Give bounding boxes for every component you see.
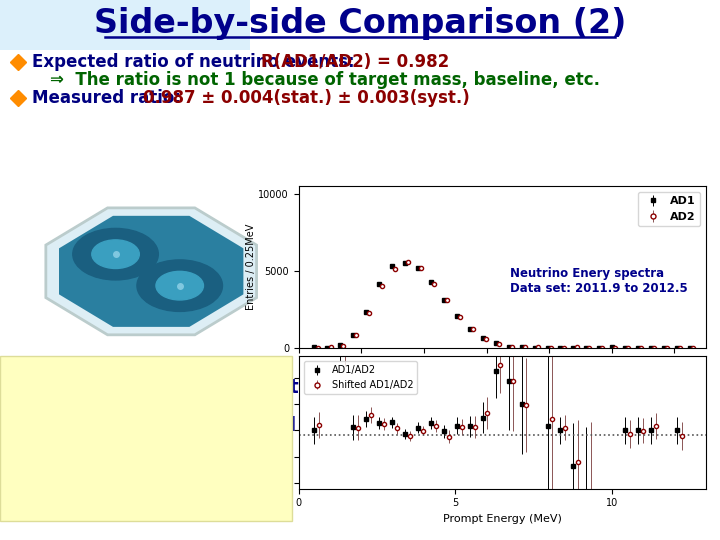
- Polygon shape: [59, 216, 243, 327]
- X-axis label: Prompt Energy (MeV): Prompt Energy (MeV): [443, 514, 562, 524]
- Circle shape: [156, 271, 204, 300]
- Circle shape: [137, 260, 222, 312]
- Text: the: the: [176, 455, 217, 474]
- Circle shape: [73, 228, 158, 280]
- Polygon shape: [46, 208, 256, 335]
- Y-axis label: AD1/AD2: AD1/AD2: [261, 401, 271, 444]
- FancyBboxPatch shape: [0, 0, 250, 50]
- Text: Expected ratio of neutrino events:: Expected ratio of neutrino events:: [32, 53, 361, 71]
- Text: 0.987 ± 0.004(stat.) ± 0.003(syst.): 0.987 ± 0.004(stat.) ± 0.003(syst.): [143, 89, 470, 107]
- Text: This check shows that syst.: This check shows that syst.: [15, 378, 305, 397]
- Text: R(AD1/AD2) = 0.982: R(AD1/AD2) = 0.982: [261, 53, 449, 71]
- Text: "measure": "measure": [99, 455, 210, 474]
- Text: are under control, and will: are under control, and will: [15, 416, 296, 435]
- Legend: AD1/AD2, Shifted AD1/AD2: AD1/AD2, Shifted AD1/AD2: [304, 361, 418, 394]
- Text: Neutrino Enery spectra
Data set: 2011.9 to 2012.5: Neutrino Enery spectra Data set: 2011.9 …: [510, 267, 688, 295]
- Circle shape: [92, 240, 140, 268]
- Text: 25: 25: [660, 511, 690, 532]
- Text: ⇒  The ratio is not 1 because of target mass, baseline, etc.: ⇒ The ratio is not 1 because of target m…: [50, 71, 600, 89]
- Text: Measured ratio:: Measured ratio:: [32, 89, 192, 107]
- Y-axis label: Entries / 0.25MeV: Entries / 0.25MeV: [246, 224, 256, 310]
- Text: total syst. error: total syst. error: [15, 493, 181, 512]
- Text: Side-by-side Comparison (2): Side-by-side Comparison (2): [94, 6, 626, 39]
- Text: eventually: eventually: [15, 455, 132, 474]
- Legend: AD1, AD2: AD1, AD2: [638, 192, 700, 226]
